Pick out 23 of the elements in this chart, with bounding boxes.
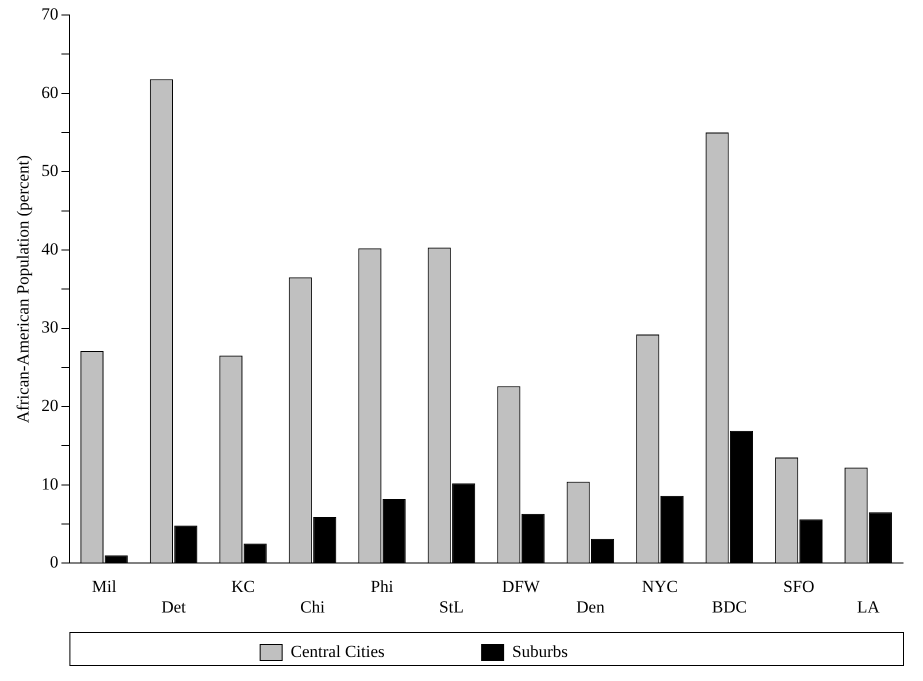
y-tick-label: 0 [50, 552, 58, 572]
x-tick-label: SFO [783, 576, 814, 596]
y-tick-label: 60 [41, 82, 58, 102]
y-axis-title: African-American Population (percent) [14, 155, 33, 424]
y-tick-label: 70 [41, 4, 58, 24]
y-tick-label: 20 [41, 396, 58, 416]
x-tick-label: DFW [502, 576, 541, 596]
x-tick-label: BDC [712, 597, 747, 616]
y-tick-label: 50 [41, 161, 58, 180]
legend-label: Central Cities [290, 642, 470, 661]
y-tick-label: 10 [41, 474, 58, 494]
x-tick-label: Chi [300, 597, 326, 616]
x-tick-label: StL [439, 597, 464, 616]
legend-label: Suburbs [512, 642, 653, 661]
x-tick-label: KC [231, 576, 255, 596]
y-tick-label: 30 [41, 318, 58, 337]
x-tick-label: Phi [370, 576, 394, 596]
y-tick-label: 40 [41, 239, 58, 258]
x-tick-label: Det [161, 597, 186, 616]
x-tick-label: LA [856, 597, 880, 616]
x-tick-label: NYC [642, 576, 678, 596]
x-tick-label: Den [576, 597, 606, 616]
x-tick-label: Mil [92, 576, 117, 596]
